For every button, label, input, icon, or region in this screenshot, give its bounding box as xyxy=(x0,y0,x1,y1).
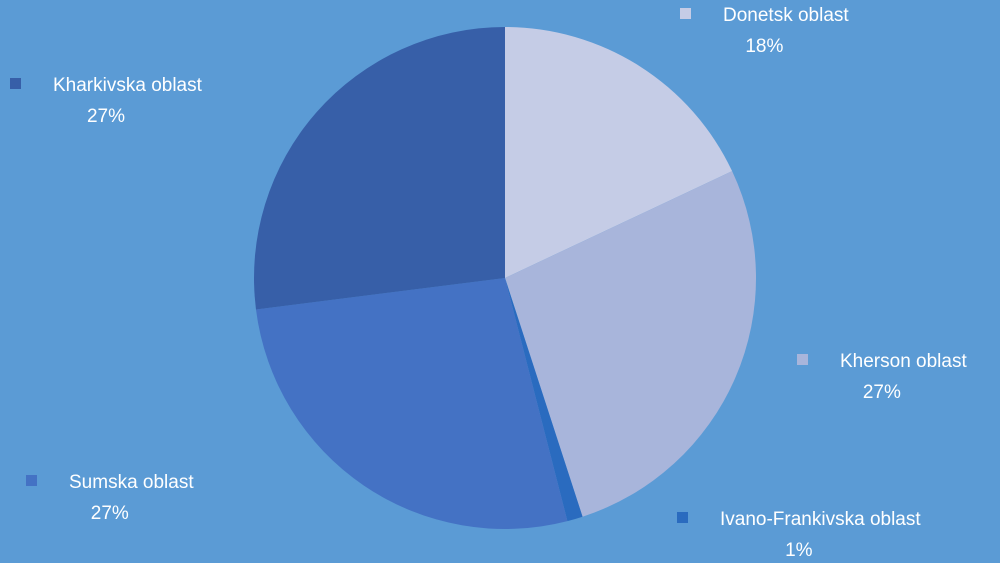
pie-slice-ivano-frankivska-oblast xyxy=(505,278,583,522)
pie-slice-donetsk-oblast xyxy=(505,27,733,278)
label-sumska-name: Sumska oblast xyxy=(69,472,194,493)
label-kharkivska-name: Kharkivska oblast xyxy=(53,75,202,96)
label-donetsk-percent: 18% xyxy=(745,36,784,57)
label-sumska-percent: 27% xyxy=(90,503,129,524)
legend-swatch-donetsk xyxy=(680,8,691,19)
legend-swatch-kherson xyxy=(797,354,808,365)
legend-swatch-sumska xyxy=(26,475,37,486)
pie-slices xyxy=(254,27,757,530)
label-donetsk-name: Donetsk oblast xyxy=(723,5,849,26)
pie-slice-kharkivska-oblast xyxy=(254,27,505,310)
pie-slice-kherson-oblast xyxy=(505,171,757,517)
legend-swatch-ivano-frankivska xyxy=(677,512,688,523)
label-ivano-frankivska: Ivano-Frankivska oblast 1% xyxy=(677,504,921,563)
label-kherson-percent: 27% xyxy=(862,382,901,403)
legend-swatch-kharkivska xyxy=(10,78,21,89)
label-kharkivska: Kharkivska oblast 27% xyxy=(10,70,202,132)
label-donetsk: Donetsk oblast 18% xyxy=(680,0,849,62)
label-kharkivska-percent: 27% xyxy=(86,106,125,127)
label-ivano-frankivska-name: Ivano-Frankivska oblast xyxy=(720,509,921,530)
label-sumska: Sumska oblast 27% xyxy=(26,467,194,529)
label-kherson-name: Kherson oblast xyxy=(840,351,967,372)
label-ivano-frankivska-percent: 1% xyxy=(785,540,813,561)
pie-slice-sumska-oblast xyxy=(255,278,568,530)
label-kherson: Kherson oblast 27% xyxy=(797,346,967,408)
